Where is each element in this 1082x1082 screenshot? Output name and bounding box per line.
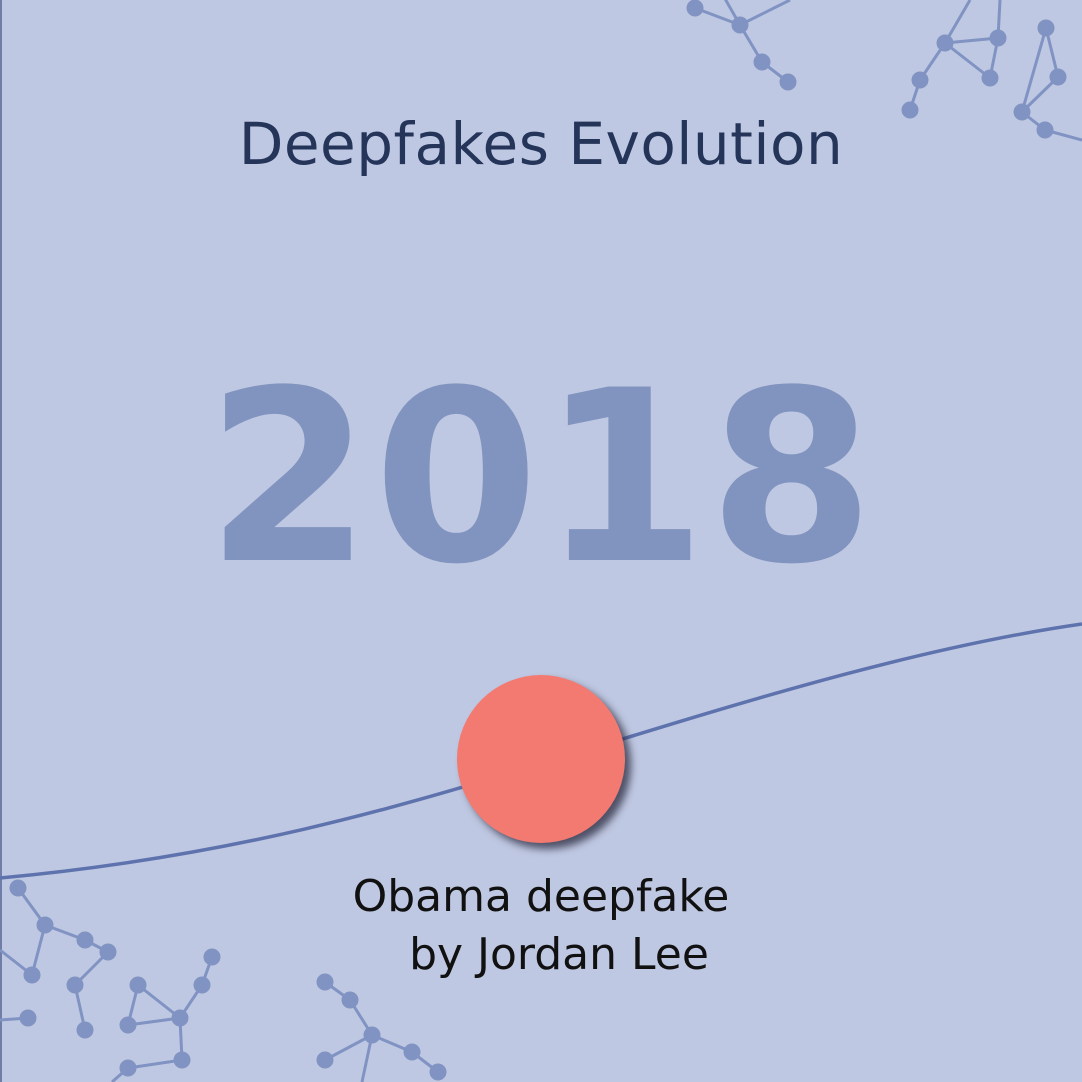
event-caption-line-2: by Jordan Lee: [0, 926, 1082, 984]
timeline-event-marker: [457, 675, 625, 843]
slide-title: Deepfakes Evolution: [0, 110, 1082, 178]
event-caption-line-1: Obama deepfake: [0, 868, 1082, 926]
event-caption: Obama deepfake by Jordan Lee: [0, 868, 1082, 984]
year-label: 2018: [0, 360, 1082, 598]
